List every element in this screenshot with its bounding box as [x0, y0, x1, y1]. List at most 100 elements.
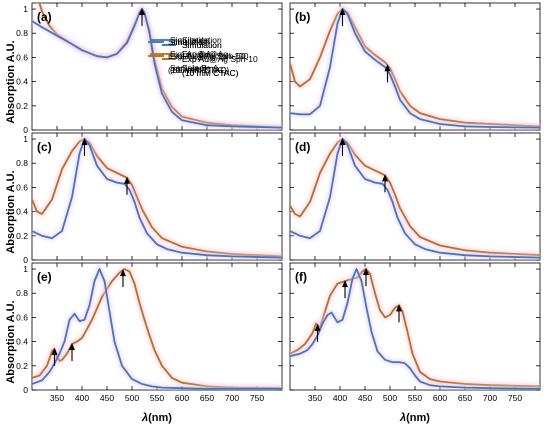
legend-entry: (100 mM CTAC) [168, 65, 229, 75]
panel-f: 350 400 450 500 550 600 650 700 750 (f) Simulation… [150, 35, 541, 403]
panels-group: 0 0.2 0.4 0.6 0.8 1 (a) Simulation Exp Au (10 mM … [16, 2, 541, 403]
legend-entry: (50 mM CTAC) [170, 65, 227, 75]
legend-entry: Exp Au@Ag [182, 49, 228, 59]
y-tick-label: 0.8 [16, 158, 28, 168]
legend: Simulation Exp Au@Ag Sample B [150, 35, 216, 73]
x-tick-label: 500 [383, 393, 397, 403]
y-tick-label: 0.4 [16, 337, 28, 347]
legend-entry: Sample A [182, 63, 219, 73]
feature-arrow [139, 8, 145, 27]
panel-label: (b) [295, 10, 310, 24]
experiment-line [290, 8, 540, 128]
feature-arrow [382, 174, 388, 193]
y-tick-label: 1 [23, 4, 28, 14]
simulation-line [290, 268, 540, 390]
y-tick-label: 0.2 [16, 101, 28, 111]
plot-frame [289, 262, 541, 391]
simulation-line [290, 8, 540, 129]
curves [32, 133, 282, 260]
feature-arrow [124, 176, 130, 195]
legend-entry: Simulation [182, 40, 222, 50]
legend-entry: Simulation [170, 35, 210, 45]
panel-label: (f) [295, 270, 307, 284]
feature-arrow [51, 347, 58, 366]
y-tick-label: 0 [23, 255, 28, 265]
y-tick-label: 0.6 [16, 312, 28, 322]
legend-entry: Simulation [182, 35, 222, 45]
x-tick-label: 700 [483, 393, 497, 403]
feature-arrow [69, 343, 75, 362]
x-axis-title-unit: (nm) [148, 412, 172, 424]
curves [290, 4, 540, 130]
x-tick-label: 350 [308, 393, 322, 403]
panel-label: (a) [37, 10, 52, 24]
legend-entry: Exp Au@Ag Sph-100 [168, 51, 249, 61]
legend-entry: (10 mM CTAC) [182, 68, 239, 78]
y-tick-label: 0.8 [16, 28, 28, 38]
x-tick-label: 400 [333, 393, 347, 403]
legend: Simulation Exp Au@Ag Sph-10 (10 mM CTAC) [162, 40, 258, 78]
x-tick-label: 450 [100, 393, 114, 403]
x-tick-label: 600 [433, 393, 447, 403]
y-axis-title-lower: Absorption A.U. [5, 300, 17, 383]
x-tick-label: 750 [508, 393, 522, 403]
y-axis-title-middle: Absorption A.U. [5, 170, 17, 253]
x-tick-label: 750 [250, 393, 264, 403]
x-axis-title-unit: (nm) [406, 412, 430, 424]
y-tick-label: 0.2 [16, 231, 28, 241]
x-axis-title-right: λ(nm) [399, 412, 430, 424]
x-axis-title-symbol: λ [141, 412, 148, 424]
panel-b: (b) Simulation Exp Au@Ag Sph-10 (10 mM CTAC… [162, 2, 541, 131]
legend-entry: Exp Au@Ag [170, 49, 216, 59]
legend-entry: Simulation [182, 40, 222, 50]
panel-label: (c) [37, 140, 52, 154]
feature-arrow [339, 8, 346, 27]
feature-arrow [342, 280, 348, 299]
y-axis-title-upper: Absorption A.U. [5, 40, 17, 123]
curves [32, 3, 282, 130]
panel-a: 0 0.2 0.4 0.6 0.8 1 (a) Simulation Exp Au (10 mM … [16, 2, 283, 135]
feature-arrow [314, 323, 321, 342]
feature-arrow [81, 138, 88, 157]
simulation-line [32, 138, 282, 259]
x-tick-label: 500 [125, 393, 139, 403]
legend-entry: Exp Au [182, 54, 209, 64]
x-tick-label: 450 [358, 393, 372, 403]
x-tick-label: 400 [75, 393, 89, 403]
feature-arrow [339, 138, 346, 157]
simulation-line [290, 138, 540, 259]
simulation-line [32, 268, 282, 390]
feature-arrow [384, 64, 391, 83]
y-tick-label: 0 [23, 125, 28, 135]
panel-e: 0 0.2 0.4 0.6 0.8 1 350 400 450 500 550 600 650 700 75… [16, 35, 283, 403]
experiment-line [32, 138, 282, 258]
experiment-line [290, 138, 540, 257]
legend-entry: Exp Au@Ag Sph-10 [182, 54, 258, 64]
feature-arrow [363, 268, 369, 287]
legend-entry: Simulation [170, 37, 210, 47]
panel-label: (d) [295, 140, 310, 154]
y-tick-label: 0.4 [16, 77, 28, 87]
x-axis-title-left: λ(nm) [141, 412, 172, 424]
simulation-line [32, 8, 282, 129]
feature-arrow [396, 304, 402, 323]
y-tick-label: 0.4 [16, 207, 28, 217]
x-tick-label: 350 [50, 393, 64, 403]
x-tick-label: 650 [200, 393, 214, 403]
x-tick-label: 550 [408, 393, 422, 403]
y-tick-label: 0.6 [16, 52, 28, 62]
y-tick-label: 0.2 [16, 361, 28, 371]
y-tick-label: 0.8 [16, 288, 28, 298]
plot-frame [31, 262, 283, 391]
legend-entry: (10 mM CTAC) [182, 68, 239, 78]
x-tick-label: 650 [458, 393, 472, 403]
x-tick-label: 700 [225, 393, 239, 403]
y-tick-label: 1 [23, 134, 28, 144]
legend-entry: Simulation [168, 37, 208, 47]
feature-arrow [120, 269, 126, 288]
y-tick-label: 0 [23, 385, 28, 395]
x-axis-title-symbol: λ [399, 412, 406, 424]
